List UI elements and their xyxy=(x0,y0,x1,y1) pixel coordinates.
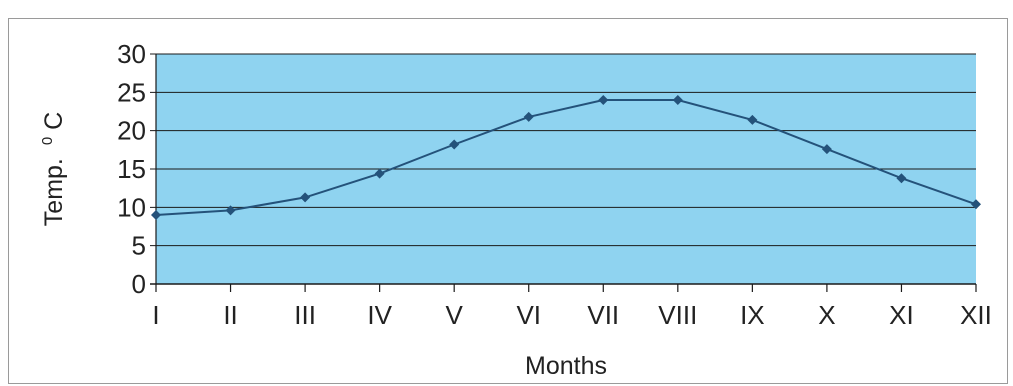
y-tick-labels: 0 5 10 15 20 25 30 xyxy=(117,39,146,299)
data-point xyxy=(747,114,758,125)
data-point xyxy=(821,144,832,155)
y-tick-label: 15 xyxy=(117,154,146,184)
x-tick-label: I xyxy=(152,300,159,330)
data-point xyxy=(598,95,609,105)
y-axis-title-unit: C xyxy=(40,112,68,130)
y-tick-label: 0 xyxy=(132,269,146,299)
data-point xyxy=(449,139,460,150)
x-tick-label: IV xyxy=(367,300,392,330)
x-axis-title: Months xyxy=(525,352,607,380)
y-axis-title-text: Temp. xyxy=(40,158,68,226)
x-tick-marks xyxy=(155,284,977,292)
x-tick-label: XI xyxy=(889,300,914,330)
y-tick-label: 30 xyxy=(117,39,146,69)
x-tick-label: VIII xyxy=(658,300,697,330)
gridlines xyxy=(150,53,976,285)
data-point xyxy=(672,95,683,105)
x-tick-labels: I II III IV V VI VII VIII IX X XI XII xyxy=(152,300,992,330)
x-tick-label: VII xyxy=(587,300,619,330)
data-points xyxy=(151,95,981,220)
x-tick-label: III xyxy=(294,300,316,330)
y-tick-label: 20 xyxy=(117,116,146,146)
x-tick-label: II xyxy=(223,300,237,330)
y-tick-label: 5 xyxy=(132,231,146,261)
y-tick-label: 10 xyxy=(117,192,146,222)
y-axis-title-unit-superscript: 0 xyxy=(39,137,56,145)
data-point xyxy=(971,199,981,210)
data-point xyxy=(896,173,907,184)
y-axis-title: Temp. 0 C xyxy=(30,112,68,226)
x-tick-label: IX xyxy=(740,300,765,330)
y-tick-label: 25 xyxy=(117,77,146,107)
x-tick-label: V xyxy=(446,300,464,330)
x-tick-label: VI xyxy=(516,300,541,330)
data-point xyxy=(225,205,236,216)
x-tick-label: XII xyxy=(960,300,992,330)
data-point xyxy=(300,192,311,203)
series-line xyxy=(155,99,977,216)
data-point xyxy=(374,168,385,179)
data-point xyxy=(523,111,534,122)
x-tick-label: X xyxy=(818,300,835,330)
data-point xyxy=(151,210,161,220)
